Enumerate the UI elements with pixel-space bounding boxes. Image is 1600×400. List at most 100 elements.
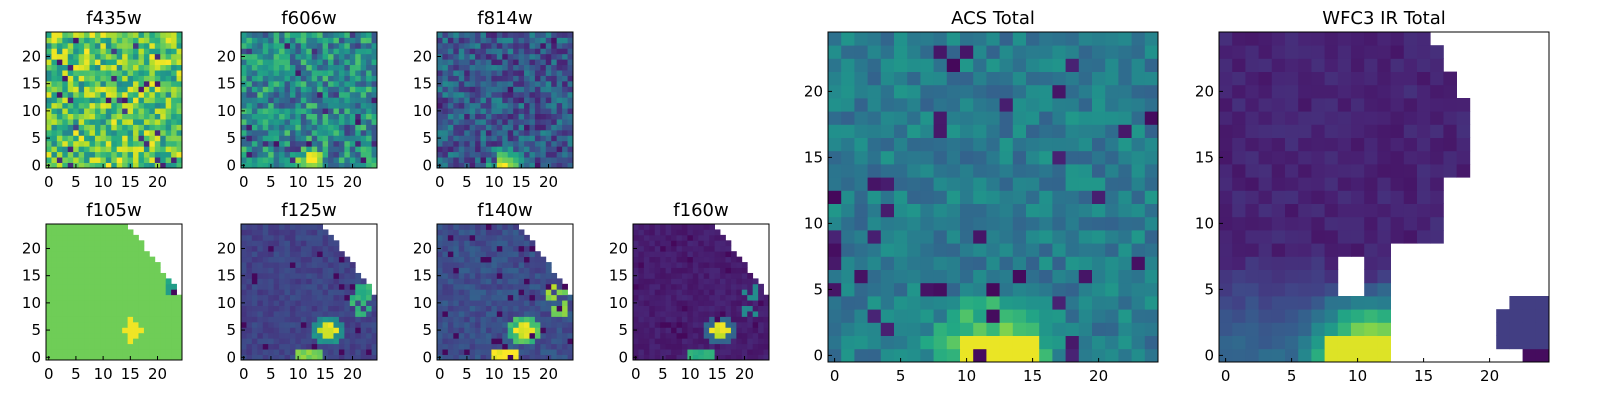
heatmap-cell [545, 140, 552, 147]
heatmap-cell [262, 354, 269, 361]
heatmap-cell [257, 316, 264, 323]
heatmap-cell [703, 311, 710, 317]
heatmap-cell [138, 338, 145, 345]
heatmap-cell [284, 234, 291, 241]
heatmap-cell [907, 45, 921, 59]
heatmap-cell [176, 37, 183, 44]
heatmap-cell [127, 42, 134, 49]
y-tick-label: 5 [31, 129, 41, 147]
heatmap-cell [703, 278, 710, 285]
heatmap-cell [279, 32, 285, 38]
heatmap-cell [507, 80, 514, 87]
heatmap-cell [442, 119, 449, 125]
heatmap-cell [116, 251, 123, 258]
heatmap-cell [513, 338, 519, 345]
heatmap-cell [349, 102, 356, 109]
heatmap-cell [475, 53, 481, 60]
heatmap-cell [51, 300, 58, 306]
heatmap-cell [94, 300, 101, 306]
heatmap-cell [328, 272, 334, 279]
heatmap-cell [1245, 335, 1259, 350]
heatmap-cell [1144, 256, 1159, 270]
heatmap-cell [311, 146, 318, 153]
heatmap-cell [262, 305, 269, 312]
heatmap-cell [94, 262, 101, 268]
heatmap-cell [714, 349, 721, 355]
heatmap-cell [133, 338, 139, 345]
heatmap-cell [714, 262, 721, 268]
heatmap-cell [171, 37, 177, 44]
heatmap-cell [295, 157, 302, 163]
heatmap-cell [453, 224, 460, 230]
heatmap-cell [154, 37, 161, 44]
heatmap-cell [149, 157, 156, 163]
heatmap-cell [491, 135, 498, 142]
heatmap-cell [654, 234, 661, 241]
heatmap-cell [338, 321, 345, 328]
heatmap-cell [1026, 150, 1040, 165]
heatmap-cell [752, 283, 759, 290]
heatmap-cell [133, 135, 139, 142]
heatmap-cell [300, 80, 307, 87]
heatmap-cell [1131, 111, 1146, 125]
heatmap-cell [311, 240, 318, 247]
heatmap-cell [469, 59, 476, 66]
heatmap-cell [94, 251, 101, 258]
heatmap-cell [94, 256, 101, 263]
heatmap-cell [73, 91, 80, 98]
heatmap-cell [165, 343, 172, 350]
heatmap-cell [89, 162, 96, 169]
heatmap-cell [469, 108, 476, 114]
heatmap-cell [284, 129, 291, 136]
heatmap-cell [257, 256, 264, 263]
axes-frame [632, 223, 770, 361]
heatmap-cell [67, 332, 74, 339]
heatmap-cell [681, 311, 688, 317]
heatmap-cell [1039, 124, 1053, 138]
heatmap-cell [111, 70, 118, 76]
heatmap-cell [94, 305, 101, 312]
heatmap-cell [469, 311, 476, 317]
heatmap-cell [165, 305, 172, 312]
heatmap-cell [920, 203, 934, 218]
heatmap-cell [880, 58, 895, 72]
heatmap-cell [300, 32, 307, 38]
heatmap-cell [986, 230, 1000, 244]
heatmap-cell [317, 86, 323, 93]
heatmap-cell [284, 162, 291, 169]
heatmap-cell [447, 102, 454, 109]
heatmap-cell [56, 283, 63, 290]
heatmap-cell [933, 150, 948, 165]
heatmap-cell [328, 119, 334, 125]
heatmap-cell [289, 97, 296, 104]
heatmap-cell [475, 64, 481, 71]
heatmap-cell [502, 42, 509, 49]
heatmap-cell [1118, 98, 1132, 112]
heatmap-cell [295, 311, 302, 317]
heatmap-cell [556, 321, 563, 328]
heatmap-cell [475, 113, 481, 120]
heatmap-cell [513, 75, 519, 82]
heatmap-cell [545, 305, 552, 312]
heatmap-cell [665, 289, 672, 296]
heatmap-cell [127, 86, 134, 93]
heatmap-cell [1105, 71, 1119, 86]
heatmap-cell [725, 256, 732, 263]
heatmap-cell [1118, 71, 1132, 86]
y-tick-label: 5 [422, 321, 432, 339]
heatmap-cell [442, 151, 449, 158]
heatmap-cell [1118, 164, 1132, 178]
heatmap-cell [507, 240, 514, 247]
heatmap-cell [349, 305, 356, 312]
heatmap-cell [306, 157, 313, 163]
heatmap-cell [62, 272, 69, 279]
heatmap-cell [257, 240, 264, 247]
heatmap-cell [741, 267, 748, 274]
axes-frame [240, 223, 378, 361]
heatmap-cell [89, 48, 96, 55]
heatmap-cell [562, 151, 568, 158]
heatmap-cell [127, 140, 134, 147]
heatmap-cell [360, 108, 367, 114]
